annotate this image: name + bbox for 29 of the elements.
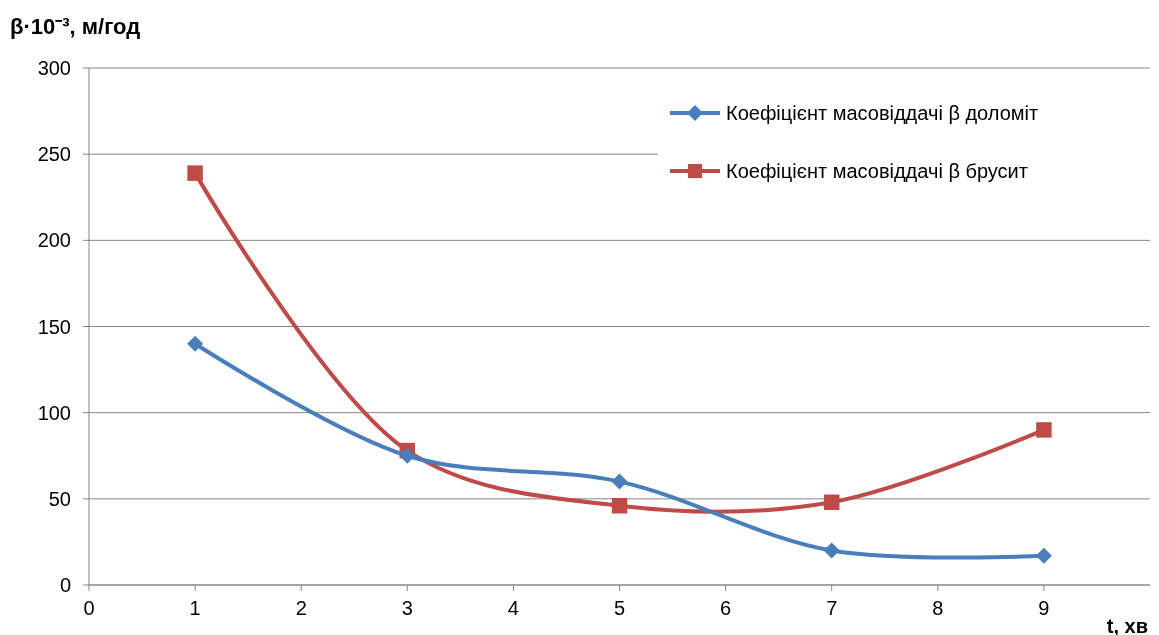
y-tick-label: 50 <box>48 487 71 510</box>
x-tick-label: 0 <box>83 597 95 619</box>
y-tick-label: 100 <box>37 401 71 424</box>
y-axis-title: β·10⁻³, м/год <box>10 14 141 39</box>
point <box>1036 422 1052 438</box>
point <box>399 447 416 464</box>
point <box>611 497 628 514</box>
x-tick-label: 4 <box>507 597 519 619</box>
x-tick-label: 9 <box>1038 597 1050 619</box>
x-tick-label: 5 <box>613 597 626 619</box>
x-tick-label: 3 <box>401 597 413 619</box>
y-tick-label: 300 <box>37 57 71 79</box>
point <box>1035 547 1052 564</box>
x-tick-label: 1 <box>189 597 201 619</box>
y-tick-label: 150 <box>37 315 71 338</box>
y-tick-label: 250 <box>37 143 71 166</box>
point <box>187 165 203 181</box>
point <box>611 473 628 490</box>
y-tick-label: 200 <box>37 229 71 252</box>
x-tick-label: 8 <box>932 597 944 619</box>
x-tick-label: 2 <box>295 597 307 619</box>
point <box>823 542 840 559</box>
legend-label: Коефіцієнт масовіддачі β доломіт <box>726 102 1039 124</box>
x-tick-label: 7 <box>826 597 838 619</box>
y-tick-label: 0 <box>59 574 71 596</box>
point <box>823 494 840 511</box>
x-tick-label: 6 <box>720 597 732 619</box>
legend-label: Коефіцієнт масовіддачі β брусит <box>726 160 1028 182</box>
point <box>187 335 204 352</box>
